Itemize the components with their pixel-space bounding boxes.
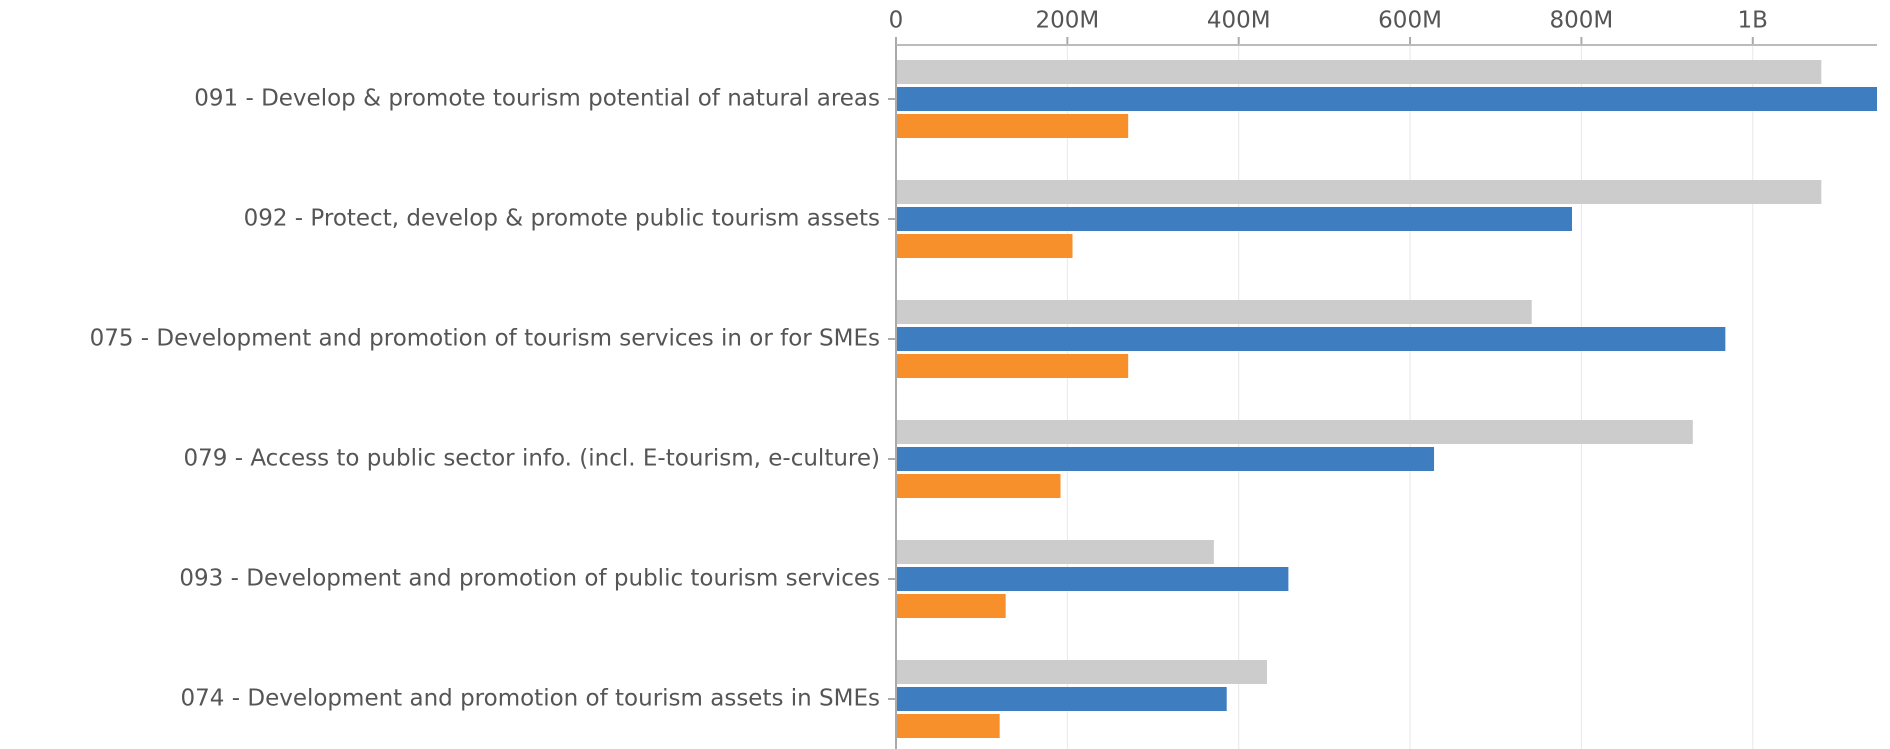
bar xyxy=(896,687,1227,711)
bar xyxy=(896,660,1267,684)
x-tick-label: 800M xyxy=(1550,8,1614,34)
y-tick-label: 075 - Development and promotion of touri… xyxy=(90,326,880,352)
y-tick-label: 091 - Develop & promote tourism potentia… xyxy=(194,86,880,112)
bar xyxy=(896,207,1572,231)
bar xyxy=(896,474,1061,498)
bar xyxy=(896,540,1214,564)
y-tick-label: 074 - Development and promotion of touri… xyxy=(181,686,880,712)
y-tick-label: 079 - Access to public sector info. (inc… xyxy=(184,446,880,472)
bar xyxy=(896,60,1822,84)
bar xyxy=(896,180,1822,204)
bar xyxy=(896,354,1129,378)
bar xyxy=(896,300,1532,324)
bar xyxy=(896,567,1289,591)
y-tick-label: 093 - Development and promotion of publi… xyxy=(179,566,880,592)
bar xyxy=(896,327,1726,351)
bar xyxy=(896,447,1435,471)
y-tick-label: 092 - Protect, develop & promote public … xyxy=(244,206,880,232)
bar xyxy=(896,420,1693,444)
x-tick-label: 400M xyxy=(1207,8,1271,34)
x-tick-label: 200M xyxy=(1035,8,1099,34)
x-tick-label: 0 xyxy=(889,8,904,34)
x-tick-label: 1B xyxy=(1738,8,1768,34)
bar xyxy=(896,87,1877,111)
x-tick-label: 600M xyxy=(1378,8,1442,34)
bar xyxy=(896,234,1073,258)
bar xyxy=(896,714,1000,738)
bar xyxy=(896,114,1129,138)
bar xyxy=(896,594,1006,618)
